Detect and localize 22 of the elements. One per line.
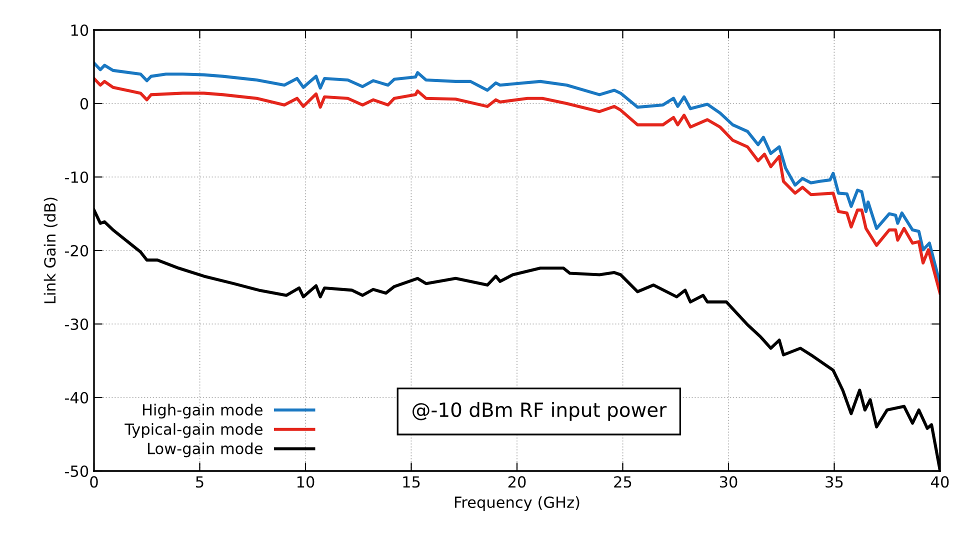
x-axis-title: Frequency (GHz) bbox=[454, 496, 580, 511]
y-tick-label: -40 bbox=[64, 392, 88, 404]
y-tick-label: -10 bbox=[64, 171, 88, 184]
x-tick-label: 40 bbox=[931, 476, 949, 488]
annotation: @-10 dBm RF input power bbox=[412, 402, 667, 421]
x-tick-label: 0 bbox=[90, 476, 98, 488]
x-tick-label: 20 bbox=[508, 476, 526, 488]
x-tick-label: 10 bbox=[297, 476, 314, 488]
x-tick-label: 30 bbox=[720, 476, 738, 488]
x-tick-label: 35 bbox=[826, 476, 843, 488]
legend-label: Typical-gain mode bbox=[124, 423, 262, 438]
y-tick-label: 10 bbox=[71, 24, 88, 36]
x-tick-label: 5 bbox=[196, 476, 204, 488]
y-tick-label: 0 bbox=[80, 98, 88, 110]
legend-label: High-gain mode bbox=[142, 404, 262, 419]
x-tick-label: 25 bbox=[614, 476, 632, 488]
x-tick-label: 15 bbox=[403, 476, 420, 488]
y-tick-label: -30 bbox=[64, 318, 88, 330]
y-tick-label: -50 bbox=[64, 465, 88, 478]
y-tick-label: -20 bbox=[64, 244, 88, 257]
legend-label: Low-gain mode bbox=[148, 442, 262, 458]
y-axis-title: Link Gain (dB) bbox=[44, 198, 58, 304]
